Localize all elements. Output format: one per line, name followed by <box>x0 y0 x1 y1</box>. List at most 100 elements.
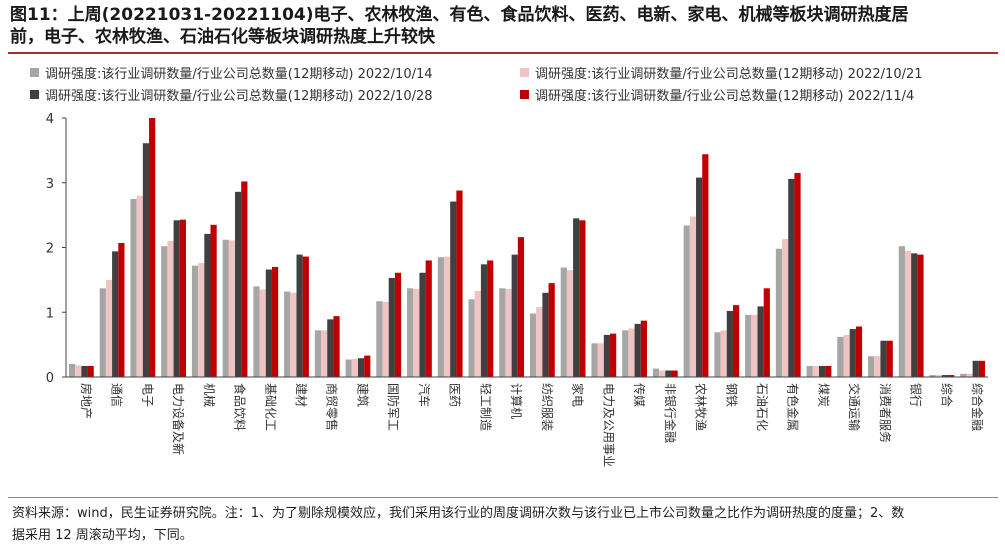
bar-series-4 <box>241 181 248 377</box>
x-tick-label-text: 建筑 <box>355 383 370 407</box>
legend-swatch-series-3 <box>30 90 39 99</box>
bar-series-1 <box>284 291 291 377</box>
x-tick-label: 家电 <box>571 383 586 407</box>
x-tick-label-text: 机械 <box>202 383 217 407</box>
bar-series-1 <box>529 313 537 377</box>
bar-series-4 <box>886 340 893 377</box>
bar-series-3 <box>665 370 672 377</box>
legend-label-series-2: 调研强度:该行业调研数量/行业公司总数量(12期移动) 2022/10/21 <box>535 67 923 82</box>
bar-series-3 <box>296 254 303 377</box>
bar-series-1 <box>652 368 660 377</box>
bar-series-3 <box>388 277 395 377</box>
bar-series-4 <box>87 365 94 377</box>
legend-label-series-1: 调研强度:该行业调研数量/行业公司总数量(12期移动) 2022/10/14 <box>45 67 433 82</box>
x-tick-label-text: 医药 <box>448 383 462 407</box>
bar-series-3 <box>634 323 641 377</box>
bar-series-1 <box>437 257 444 377</box>
bar-series-1 <box>314 330 322 377</box>
x-tick-label-text: 家电 <box>571 383 586 407</box>
bar-series-2 <box>413 288 420 377</box>
bar-series-3 <box>818 365 826 377</box>
bar-series-4 <box>394 272 402 377</box>
x-tick-label-text: 房地产 <box>79 383 94 419</box>
bar-series-1 <box>99 288 106 377</box>
source-note-line-2: 据采用 12 周滚动平均，下同。 <box>12 528 193 543</box>
bar-series-4 <box>948 375 955 377</box>
source-note: 资料来源：wind，民生证券研究院。注：1、为了剔除规模效应，我们采用该行业的周… <box>12 503 997 547</box>
x-tick-label-text: 农林牧渔 <box>694 383 708 431</box>
bar-series-1 <box>376 301 383 377</box>
x-tick-label: 煤炭 <box>816 383 830 407</box>
x-tick-label: 综合金融 <box>970 383 985 431</box>
bar-series-4 <box>671 370 678 377</box>
x-tick-label-text: 食品饮料 <box>233 383 248 431</box>
x-tick-label-text: 商贸零售 <box>325 383 340 431</box>
bar-series-2 <box>782 239 789 377</box>
bar-series-1 <box>683 225 690 377</box>
x-tick-label-text: 通信 <box>110 383 124 407</box>
x-tick-label: 计算机 <box>509 383 524 419</box>
x-tick-label-text: 综合金融 <box>970 383 985 431</box>
bar-series-2 <box>874 356 881 377</box>
bar-series-2 <box>751 314 758 377</box>
bar-series-4 <box>917 254 924 377</box>
source-note-line-1: 资料来源：wind，民生证券研究院。注：1、为了剔除规模效应，我们采用该行业的周… <box>12 506 905 521</box>
x-tick-label: 传媒 <box>632 383 647 407</box>
bar-series-1 <box>161 246 168 377</box>
bar-series-2 <box>935 375 942 377</box>
x-tick-label: 机械 <box>202 383 217 407</box>
x-tick-label: 通信 <box>110 383 124 407</box>
bar-series-3 <box>480 264 488 377</box>
bar-series-1 <box>191 265 199 377</box>
x-tick-label: 消费者服务 <box>878 383 893 443</box>
x-tick-label-text: 纺织服装 <box>540 383 554 431</box>
title-divider <box>8 52 998 54</box>
x-tick-label: 有色金属 <box>786 383 801 431</box>
bar-series-4 <box>333 316 340 377</box>
bar-series-3 <box>911 253 918 377</box>
x-tick-label-text: 非银行金融 <box>663 383 678 443</box>
bar-series-1 <box>714 332 721 377</box>
bar-series-2 <box>720 330 727 377</box>
bar-series-2 <box>321 330 328 377</box>
x-tick-label: 电力设备及新 <box>171 383 186 455</box>
bar-series-2 <box>290 292 297 377</box>
figure-title-line-2: 前，电子、农林牧渔、石油石化等板块调研热度上升较快 <box>10 27 435 47</box>
bar-series-3 <box>142 143 150 377</box>
bar-series-2 <box>966 373 973 377</box>
bar-series-2 <box>136 195 143 377</box>
legend-label-series-3: 调研强度:该行业调研数量/行业公司总数量(12期移动) 2022/10/28 <box>45 89 433 104</box>
bar-series-3 <box>726 310 733 377</box>
x-tick-label: 电子 <box>140 383 154 407</box>
x-tick-label-text: 传媒 <box>632 383 647 407</box>
y-tick-label: 0 <box>46 371 54 386</box>
legend-item-series-3: 调研强度:该行业调研数量/行业公司总数量(12期移动) 2022/10/28 <box>30 85 433 104</box>
bar-series-3 <box>173 220 180 377</box>
bar-series-4 <box>425 260 432 377</box>
bar-series-4 <box>456 190 463 377</box>
x-tick-label-text: 基础化工 <box>263 383 277 431</box>
legend-swatch-series-4 <box>520 90 529 99</box>
bar-series-1 <box>960 373 967 377</box>
x-tick-label-text: 石油石化 <box>755 383 769 431</box>
x-tick-label: 建筑 <box>355 383 370 407</box>
bar-series-1 <box>468 299 475 377</box>
bar-series-4 <box>579 220 586 377</box>
bar-series-1 <box>68 364 76 377</box>
bar-series-2 <box>167 241 174 377</box>
x-tick-label-text: 钢铁 <box>724 383 738 407</box>
bar-series-1 <box>222 239 229 377</box>
bar-series-3 <box>788 178 795 377</box>
bar-series-2 <box>259 289 266 377</box>
x-tick-label: 电力及公用事业 <box>601 383 615 467</box>
bar-series-1 <box>745 314 752 377</box>
bar-series-2 <box>659 370 666 377</box>
bar-series-1 <box>837 336 844 377</box>
bar-series-2 <box>351 358 358 377</box>
bar-series-3 <box>849 329 856 377</box>
bar-series-4 <box>610 333 617 377</box>
bar-series-2 <box>843 334 850 377</box>
bar-series-4 <box>210 224 217 377</box>
x-tick-label: 石油石化 <box>755 383 769 431</box>
